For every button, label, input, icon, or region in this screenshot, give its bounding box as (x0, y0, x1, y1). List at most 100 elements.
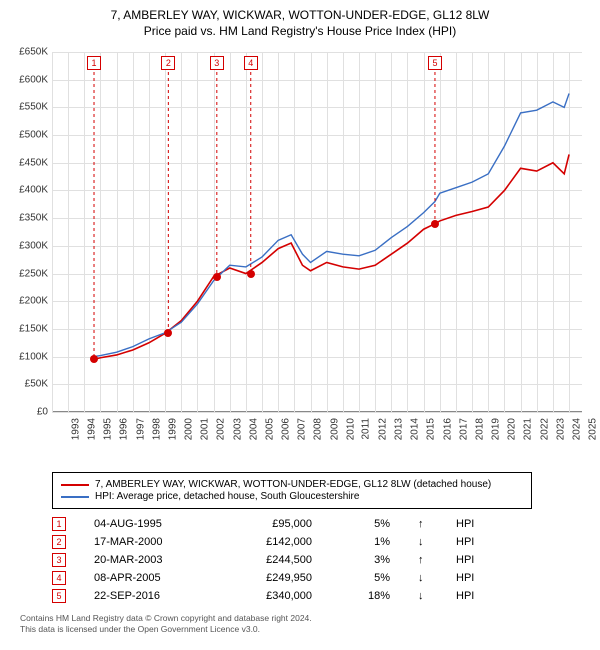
y-axis-label: £550K (8, 102, 48, 113)
sale-pct: 5% (340, 518, 390, 530)
gridline-v (197, 52, 198, 412)
x-axis-label: 2001 (200, 418, 211, 440)
y-axis-label: £400K (8, 185, 48, 196)
y-axis-label: £450K (8, 157, 48, 168)
gridline-h (52, 80, 582, 81)
gridline-v (424, 52, 425, 412)
x-axis-label: 2002 (216, 418, 227, 440)
gridline-h (52, 274, 582, 275)
sale-row: 522-SEP-2016£340,00018%↓HPI (52, 589, 592, 603)
sale-date: 08-APR-2005 (94, 572, 204, 584)
sale-pct: 18% (340, 590, 390, 602)
y-axis-label: £150K (8, 323, 48, 334)
gridline-v (375, 52, 376, 412)
gridline-v (407, 52, 408, 412)
x-axis-label: 2022 (539, 418, 550, 440)
sale-date: 17-MAR-2000 (94, 536, 204, 548)
y-axis-label: £350K (8, 213, 48, 224)
sale-direction-icon: ↑ (418, 518, 428, 530)
footnote-line-2: This data is licensed under the Open Gov… (20, 624, 592, 635)
sale-date: 04-AUG-1995 (94, 518, 204, 530)
gridline-h (52, 384, 582, 385)
gridline-h (52, 329, 582, 330)
gridline-v (359, 52, 360, 412)
gridline-v (553, 52, 554, 412)
plot-area (52, 52, 582, 412)
x-axis-label: 2005 (264, 418, 275, 440)
sale-price: £142,000 (232, 536, 312, 548)
gridline-v (521, 52, 522, 412)
gridline-v (214, 52, 215, 412)
gridline-v (343, 52, 344, 412)
sale-marker-box: 5 (428, 56, 442, 70)
gridline-v (391, 52, 392, 412)
x-axis-label: 2000 (183, 418, 194, 440)
sale-pct: 1% (340, 536, 390, 548)
gridline-v (117, 52, 118, 412)
x-axis-label: 1998 (151, 418, 162, 440)
gridline-v (537, 52, 538, 412)
y-axis-label: £250K (8, 268, 48, 279)
y-axis-label: £300K (8, 240, 48, 251)
chart-title-block: 7, AMBERLEY WAY, WICKWAR, WOTTON-UNDER-E… (8, 8, 592, 38)
x-axis-label: 2018 (474, 418, 485, 440)
gridline-v (149, 52, 150, 412)
y-axis-label: £50K (8, 379, 48, 390)
gridline-h (52, 357, 582, 358)
x-axis-label: 2007 (296, 418, 307, 440)
sale-direction-icon: ↓ (418, 572, 428, 584)
sale-row-marker: 4 (52, 571, 66, 585)
x-axis-label: 2016 (442, 418, 453, 440)
x-axis-label: 2023 (555, 418, 566, 440)
sale-row-marker: 3 (52, 553, 66, 567)
gridline-v (311, 52, 312, 412)
x-axis-label: 2014 (410, 418, 421, 440)
gridline-v (472, 52, 473, 412)
sale-pct: 5% (340, 572, 390, 584)
sale-row: 320-MAR-2003£244,5003%↑HPI (52, 553, 592, 567)
x-axis-label: 2021 (523, 418, 534, 440)
x-axis-label: 2004 (248, 418, 259, 440)
gridline-v (100, 52, 101, 412)
x-axis-label: 1999 (167, 418, 178, 440)
sale-point (247, 270, 255, 278)
x-axis-label: 1996 (119, 418, 130, 440)
sale-hpi-label: HPI (456, 590, 474, 602)
x-axis-label: 2010 (345, 418, 356, 440)
sale-price: £249,950 (232, 572, 312, 584)
gridline-h (52, 412, 582, 413)
sale-marker-box: 2 (161, 56, 175, 70)
gridline-h (52, 246, 582, 247)
x-axis-label: 2006 (280, 418, 291, 440)
gridline-v (181, 52, 182, 412)
y-axis-label: £100K (8, 351, 48, 362)
gridline-v (488, 52, 489, 412)
y-axis-label: £200K (8, 296, 48, 307)
sale-point (213, 273, 221, 281)
sale-direction-icon: ↑ (418, 554, 428, 566)
x-axis-label: 2024 (571, 418, 582, 440)
x-axis-label: 2003 (232, 418, 243, 440)
sale-row: 104-AUG-1995£95,0005%↑HPI (52, 517, 592, 531)
gridline-v (165, 52, 166, 412)
x-axis-label: 2013 (393, 418, 404, 440)
y-axis-label: £650K (8, 47, 48, 58)
gridline-v (456, 52, 457, 412)
x-axis-label: 2020 (507, 418, 518, 440)
sale-marker-box: 3 (210, 56, 224, 70)
sale-price: £244,500 (232, 554, 312, 566)
y-axis-label: £0 (8, 407, 48, 418)
x-axis-label: 1993 (70, 418, 81, 440)
y-axis-label: £600K (8, 74, 48, 85)
price-chart: £0 £50K £100K £150K £200K £250K £300K £350K £400… (8, 44, 592, 464)
x-axis-label: 2019 (490, 418, 501, 440)
footnote-line-1: Contains HM Land Registry data © Crown c… (20, 613, 592, 624)
x-axis-label: 2015 (426, 418, 437, 440)
sale-point (90, 355, 98, 363)
gridline-v (68, 52, 69, 412)
sale-point (431, 220, 439, 228)
sale-row-marker: 5 (52, 589, 66, 603)
gridline-v (294, 52, 295, 412)
sales-table: 104-AUG-1995£95,0005%↑HPI217-MAR-2000£14… (8, 517, 592, 603)
gridline-v (327, 52, 328, 412)
